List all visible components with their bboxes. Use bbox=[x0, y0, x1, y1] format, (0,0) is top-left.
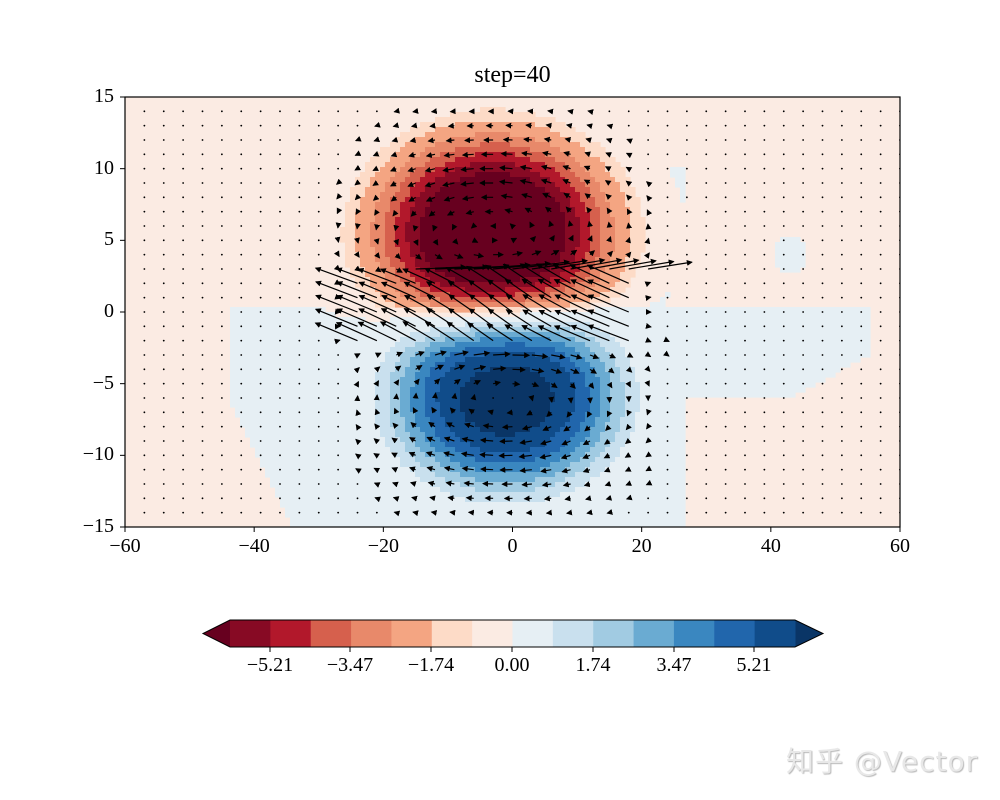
filled-contours bbox=[230, 107, 871, 527]
quiver-arrows bbox=[143, 107, 900, 517]
y-tick-label: 10 bbox=[94, 156, 114, 179]
y-tick-label: −15 bbox=[82, 515, 114, 537]
colorbar bbox=[201, 619, 825, 652]
colorbar-tick-label: −3.47 bbox=[326, 654, 374, 676]
x-tick-label: 40 bbox=[760, 535, 781, 557]
chart-title: step=40 bbox=[474, 62, 551, 88]
x-tick-label: 20 bbox=[631, 535, 652, 557]
x-tick-label: 60 bbox=[890, 535, 910, 557]
x-tick-label: 0 bbox=[507, 535, 518, 557]
colorbar-tick-label: 3.47 bbox=[656, 654, 692, 676]
y-tick-label: 5 bbox=[104, 228, 114, 251]
colorbar-tick-label: 0.00 bbox=[494, 654, 530, 676]
plot-area bbox=[125, 97, 900, 527]
x-tick-label: −20 bbox=[367, 535, 399, 557]
y-tick-label: −10 bbox=[82, 443, 114, 466]
x-tick-label: −40 bbox=[238, 535, 270, 557]
colorbar-tick-label: 5.21 bbox=[736, 654, 772, 676]
y-tick-label: 15 bbox=[94, 85, 114, 107]
colorbar-tick-label: −5.21 bbox=[246, 654, 294, 676]
colorbar-tick-label: 1.74 bbox=[575, 654, 611, 676]
x-tick-label: −60 bbox=[109, 535, 141, 557]
y-tick-label: 0 bbox=[104, 300, 114, 322]
watermark: 知乎 @Vector bbox=[786, 745, 979, 778]
y-tick-label: −5 bbox=[92, 371, 114, 394]
tick-marks bbox=[120, 96, 901, 532]
colorbar-tick-label: −1.74 bbox=[407, 654, 455, 676]
